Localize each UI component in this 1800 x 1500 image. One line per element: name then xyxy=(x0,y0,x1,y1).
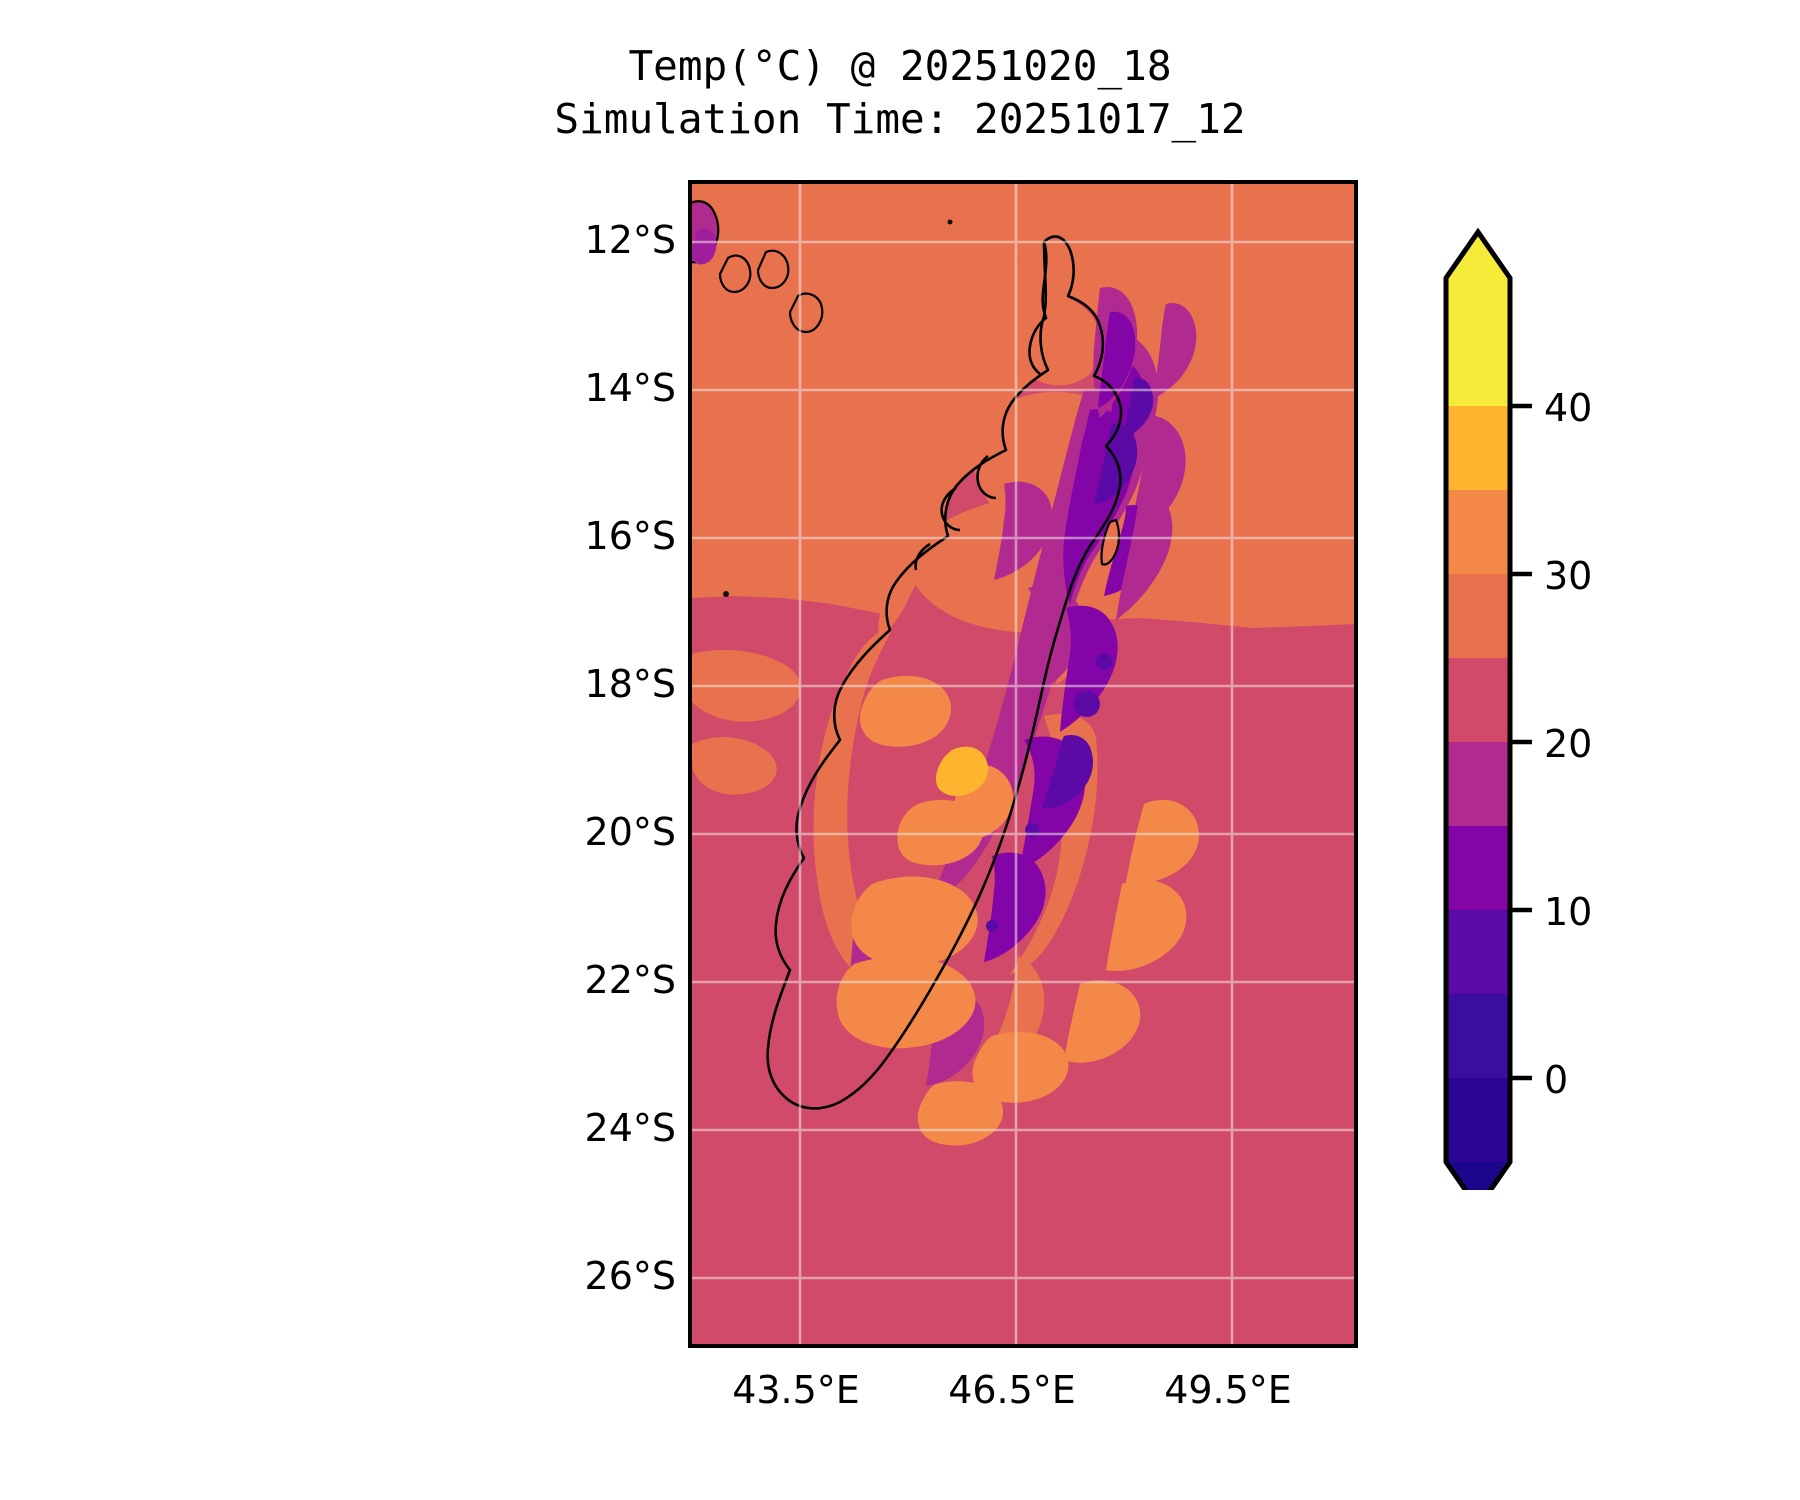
chart-title: Temp(°C) @ 20251020_18 Simulation Time: … xyxy=(0,40,1800,147)
y-tick-label: 24°S xyxy=(584,1106,676,1150)
colorbar-tick-label: 30 xyxy=(1544,554,1593,598)
x-axis-ticks: 43.5°E 46.5°E 49.5°E xyxy=(0,1368,1800,1438)
map-plot-area xyxy=(688,180,1358,1348)
y-tick-label: 20°S xyxy=(584,810,676,854)
colorbar-gradient xyxy=(1443,227,1532,1190)
y-tick-label: 16°S xyxy=(584,514,676,558)
temperature-contour-map xyxy=(692,184,1354,1344)
x-tick-label: 43.5°E xyxy=(732,1368,860,1412)
title-line-2: Simulation Time: 20251017_12 xyxy=(554,95,1246,144)
y-tick-label: 22°S xyxy=(584,958,676,1002)
colorbar-tick-label: 10 xyxy=(1544,890,1593,934)
colorbar-bands xyxy=(1446,278,1510,1162)
colorbar-tick-label: 20 xyxy=(1544,722,1593,766)
colorbar-extend-top-arrow xyxy=(1446,232,1510,278)
y-tick-label: 26°S xyxy=(584,1254,676,1298)
colorbar[interactable]: 0 10 20 30 40 xyxy=(1432,160,1762,1190)
y-tick-label: 12°S xyxy=(584,218,676,262)
title-line-1: Temp(°C) @ 20251020_18 xyxy=(628,42,1172,90)
colorbar-tick-label: 40 xyxy=(1544,386,1593,430)
colorbar-outline xyxy=(1443,227,1513,1190)
y-axis-ticks: 12°S 14°S 16°S 18°S 20°S 22°S 24°S 26°S xyxy=(460,0,676,1500)
y-tick-label: 14°S xyxy=(584,366,676,410)
colorbar-tick-marks xyxy=(1510,403,1532,1081)
x-tick-label: 46.5°E xyxy=(948,1368,1076,1412)
y-tick-label: 18°S xyxy=(584,662,676,706)
x-tick-label: 49.5°E xyxy=(1164,1368,1292,1412)
colorbar-tick-label: 0 xyxy=(1544,1058,1569,1102)
